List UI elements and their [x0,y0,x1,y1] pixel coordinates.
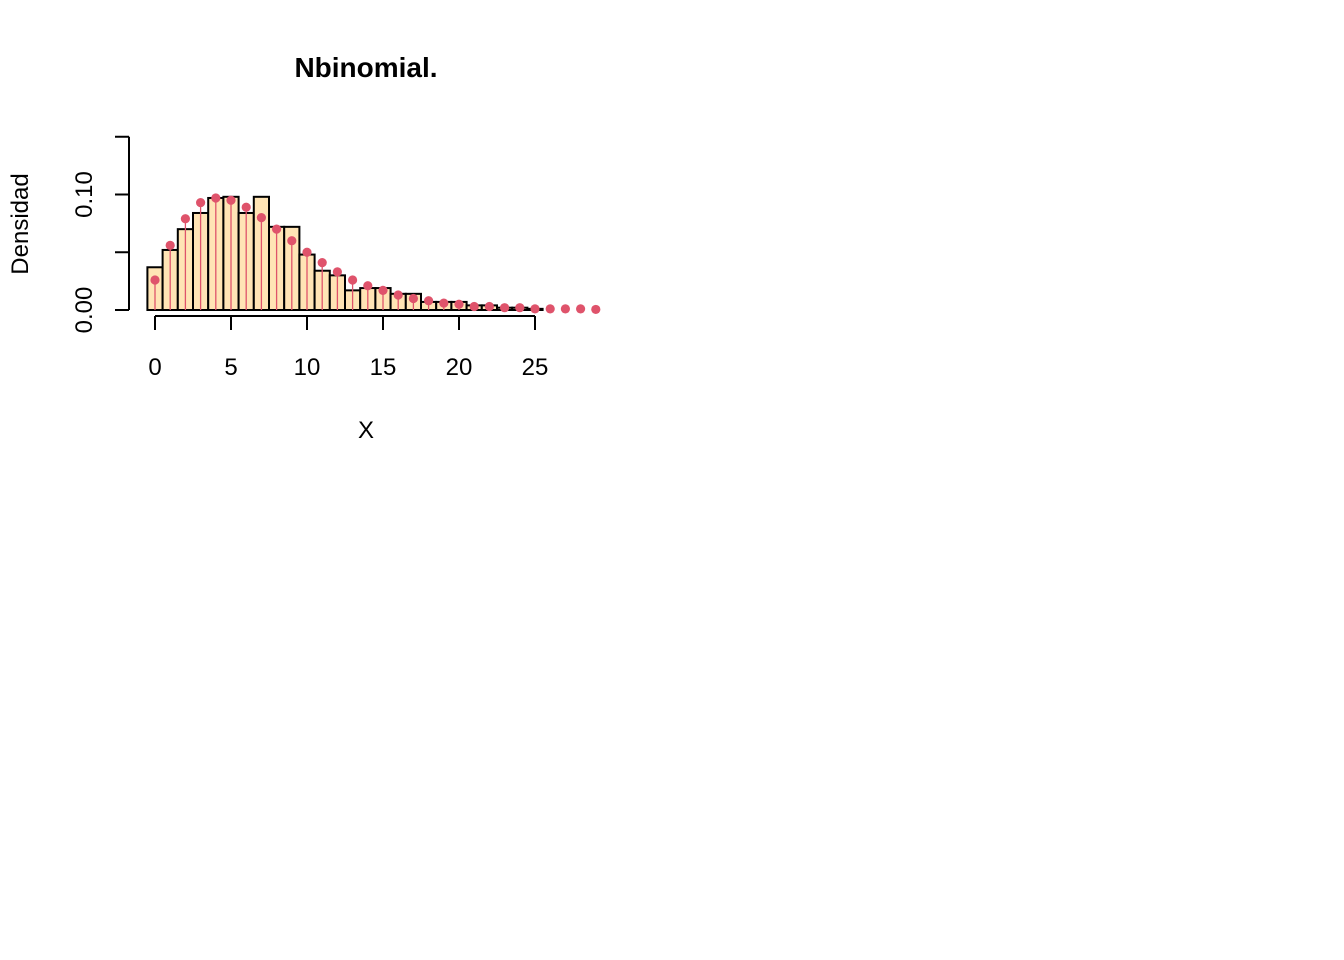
probability-point [150,275,160,285]
histogram-bars [146,195,544,312]
probability-point [408,293,418,304]
probability-point [393,290,403,300]
probability-point [454,299,464,309]
probability-point [317,258,327,268]
probability-point [439,298,449,308]
x-tick-label: 20 [446,354,473,381]
y-tick-label: 0.00 [71,287,98,334]
probability-point [515,303,525,313]
probability-point [226,195,236,205]
y-axis: 0.00 0.10 [71,135,130,334]
x-tick-label: 15 [370,354,397,381]
probability-point [500,303,510,313]
probability-point [180,214,190,224]
probability-point [196,197,206,208]
probability-point [211,193,221,203]
probability-point [256,213,266,223]
probability-point [272,224,282,234]
probability-point [560,304,571,314]
probability-point [576,304,586,314]
x-tick-label: 0 [148,354,161,381]
y-axis-label: Densidad [7,173,34,274]
x-tick-label: 10 [294,354,321,381]
probability-point [287,236,297,246]
probability-point [469,301,479,312]
probability-point [378,285,388,295]
probability-point [165,240,175,250]
probability-point [348,275,358,285]
y-tick-label: 0.10 [71,171,98,218]
x-axis: 0 5 10 15 20 25 [148,315,549,381]
probability-point [545,304,555,314]
probability-point [484,301,494,312]
probability-point [591,304,601,315]
chart-title: Nbinomial. [294,52,437,83]
probability-points [150,193,601,315]
probability-point [302,247,312,257]
probability-point [332,267,342,277]
probability-point [424,296,434,306]
probability-point [241,202,251,212]
x-tick-label: 25 [522,354,549,381]
probability-point [363,281,373,291]
x-axis-label: X [358,417,374,444]
probability-point [530,304,540,314]
x-tick-label: 5 [224,354,237,381]
